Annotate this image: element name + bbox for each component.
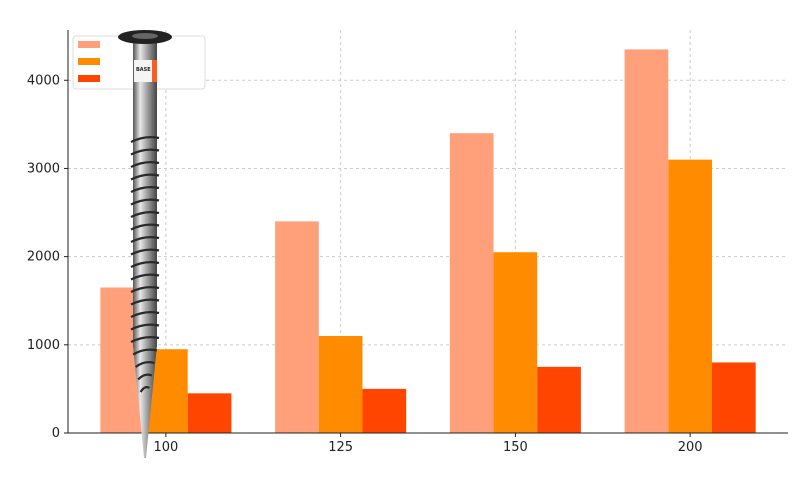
legend-swatch-3 — [78, 75, 100, 82]
screw-threads — [130, 136, 160, 393]
x-tick-label: 125 — [328, 440, 353, 455]
y-tick-label: 1000 — [27, 338, 60, 353]
thread-blade — [130, 173, 160, 181]
bar-200-series-3 — [711, 362, 756, 433]
x-ticks: 100 125 150 200 — [153, 433, 703, 455]
x-tick-label: 150 — [503, 440, 528, 455]
thread-blade — [130, 311, 160, 318]
bar-200-series-2 — [668, 159, 712, 434]
bar-200-series-1 — [624, 49, 669, 433]
y-tick-label: 3000 — [27, 161, 60, 176]
screw-shaft — [133, 42, 157, 347]
y-tick-label: 0 — [52, 426, 60, 441]
thread-blade — [130, 261, 160, 268]
thread-blade — [130, 211, 160, 218]
bar-125-series-3 — [362, 388, 407, 433]
thread-blade — [130, 198, 160, 206]
thread-blade — [139, 386, 151, 393]
screw-tip — [133, 345, 157, 458]
ground-screw-image: BASE — [118, 30, 172, 458]
bar-125-series-2 — [318, 335, 363, 433]
x-tick-label: 200 — [678, 440, 703, 455]
y-ticks: 0 1000 2000 3000 4000 — [27, 73, 68, 441]
thread-blade — [130, 148, 160, 156]
thread-blade — [130, 273, 160, 281]
bar-150-series-3 — [537, 366, 581, 433]
thread-blade — [130, 223, 160, 231]
legend-swatch-1 — [78, 41, 100, 48]
thread-blade — [130, 236, 160, 243]
thread-blade — [134, 361, 155, 368]
thread-blade — [132, 348, 158, 356]
thread-blade — [130, 323, 160, 331]
bar-150-series-1 — [449, 133, 494, 433]
x-tick-label: 100 — [153, 440, 178, 455]
legend-swatch-2 — [78, 58, 100, 65]
bar-150-series-2 — [493, 252, 538, 433]
thread-blade — [130, 298, 160, 306]
thread-blade — [130, 161, 160, 168]
thread-blade — [130, 248, 160, 256]
thread-blade — [130, 336, 160, 343]
screw-label — [134, 60, 154, 82]
y-tick-label: 4000 — [27, 73, 60, 88]
thread-blade — [130, 286, 160, 293]
thread-blade — [130, 186, 160, 193]
thread-blade — [130, 136, 160, 143]
thread-blade — [137, 373, 153, 381]
screw-accent — [152, 60, 157, 82]
bar-125-series-1 — [275, 221, 319, 433]
y-tick-label: 2000 — [27, 250, 60, 265]
bars — [100, 49, 756, 434]
bar-100-series-3 — [187, 393, 232, 433]
screw-logo: BASE — [136, 67, 151, 73]
